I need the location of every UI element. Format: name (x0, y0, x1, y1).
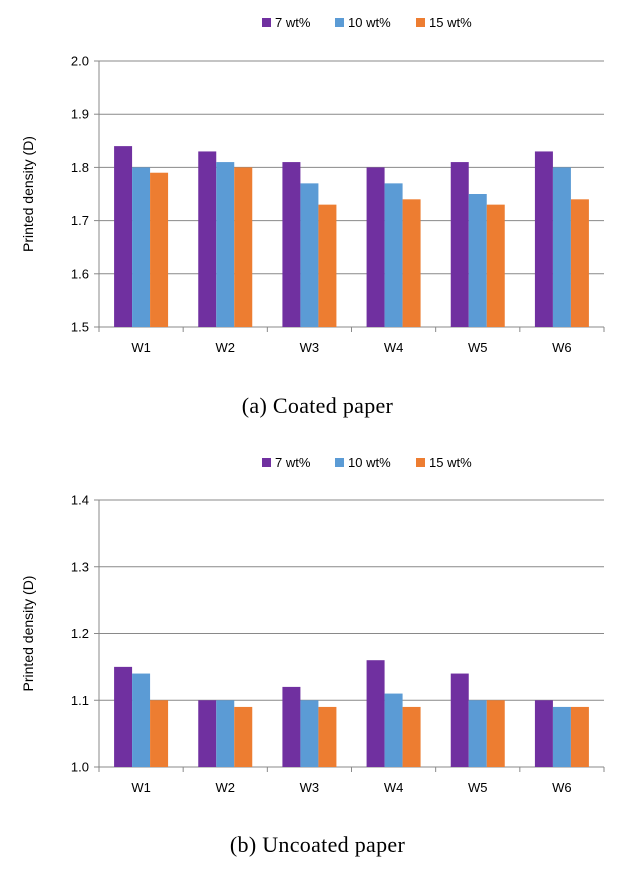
bar (552, 706, 571, 767)
x-tick-label: W4 (384, 780, 404, 795)
x-tick-label: W4 (384, 340, 404, 355)
bar (300, 700, 319, 767)
bar (300, 183, 319, 327)
y-axis-label: Printed density (D) (20, 576, 36, 692)
y-tick-label: 1.2 (71, 626, 89, 641)
y-tick-label: 1.0 (71, 760, 89, 775)
legend-label: 7 wt% (275, 15, 311, 30)
x-tick-label: W1 (131, 340, 151, 355)
y-tick-label: 1.7 (71, 213, 89, 228)
y-tick-label: 1.8 (71, 160, 89, 175)
bar (570, 199, 589, 327)
bar (468, 194, 487, 327)
bar (282, 162, 301, 327)
bar (450, 162, 469, 327)
bar (234, 706, 253, 767)
bar (132, 673, 151, 767)
y-tick-label: 1.4 (71, 493, 89, 508)
bar (234, 167, 253, 327)
x-tick-label: W1 (131, 780, 151, 795)
x-tick-label: W5 (468, 340, 488, 355)
bar (486, 204, 505, 327)
bar (384, 693, 403, 767)
x-tick-label: W2 (216, 780, 236, 795)
legend-label: 10 wt% (348, 455, 391, 470)
x-tick-label: W6 (552, 340, 572, 355)
bar (198, 151, 217, 327)
x-tick-label: W3 (300, 780, 320, 795)
bar (216, 162, 235, 327)
bar (450, 673, 469, 767)
x-tick-label: W3 (300, 340, 320, 355)
x-tick-label: W6 (552, 780, 572, 795)
legend-label: 15 wt% (429, 455, 472, 470)
chart-panel-uncoated: 1.0 1.1 1.2 1.3 1.4 Printed density (D) W1 W2 W3… (0, 440, 635, 879)
bar (486, 700, 505, 767)
y-tick-label: 1.5 (71, 320, 89, 335)
bar (318, 204, 337, 327)
y-tick-label: 1.3 (71, 559, 89, 574)
bar (150, 172, 169, 327)
y-tick-label: 1.9 (71, 107, 89, 122)
bar (150, 700, 169, 767)
bar (402, 199, 421, 327)
bar (366, 660, 385, 767)
legend-swatch (335, 458, 344, 467)
legend-swatch (262, 18, 271, 27)
uncoated-paper-chart: 1.0 1.1 1.2 1.3 1.4 Printed density (D) W1 W2 W3… (20, 455, 605, 795)
bar (318, 706, 337, 767)
bar (132, 167, 151, 327)
y-tick-label: 2.0 (71, 54, 89, 69)
chart-caption: (a) Coated paper (241, 393, 394, 418)
bar (570, 706, 589, 767)
y-tick-label: 1.6 (71, 266, 89, 281)
bar (468, 700, 487, 767)
legend-swatch (416, 458, 425, 467)
x-tick-label: W5 (468, 780, 488, 795)
legend-swatch (262, 458, 271, 467)
legend-swatch (416, 18, 425, 27)
bar (216, 700, 235, 767)
bar (114, 146, 133, 327)
bar (534, 700, 553, 767)
bar (366, 167, 385, 327)
y-axis-label: Printed density (D) (20, 136, 36, 252)
legend-label: 10 wt% (348, 15, 391, 30)
y-tick-label: 1.1 (71, 693, 89, 708)
chart-panel-coated: 1.5 1.6 1.7 1.8 1.9 2.0 Printed density (D) W1 W… (20, 15, 605, 418)
bar (534, 151, 553, 327)
legend-label: 7 wt% (275, 455, 311, 470)
bar (198, 700, 217, 767)
chart-caption: (b) Uncoated paper (229, 832, 406, 857)
bar (552, 167, 571, 327)
x-tick-label: W2 (216, 340, 236, 355)
coated-paper-chart: 1.5 1.6 1.7 1.8 1.9 2.0 Printed density (D) W1 W… (20, 15, 605, 355)
bar (114, 666, 133, 767)
bar (282, 686, 301, 767)
bar (384, 183, 403, 327)
bar (402, 706, 421, 767)
legend-label: 15 wt% (429, 15, 472, 30)
legend-swatch (335, 18, 344, 27)
